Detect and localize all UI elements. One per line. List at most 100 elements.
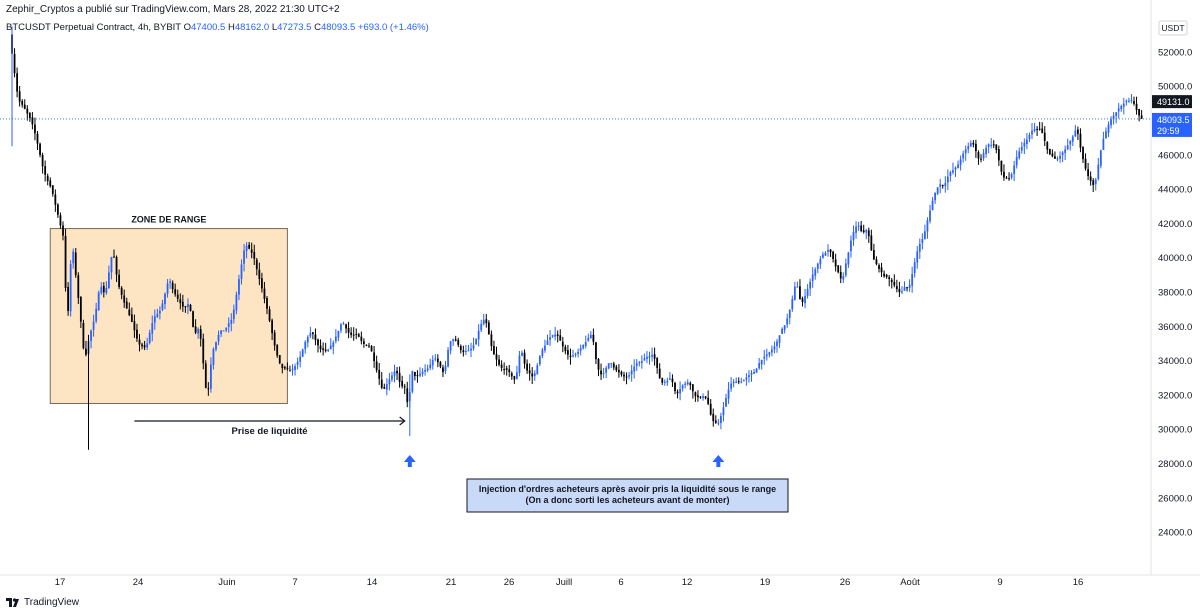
candle-body [855,226,857,233]
candle-body [921,239,924,244]
candle-body [684,383,687,386]
candle-body [95,308,98,322]
candle-body [419,373,421,376]
candle-body [1018,151,1021,158]
candle-body [235,294,238,311]
candle-body [1074,130,1077,137]
ohlc-legend: BTCUSDT Perpetual Contract, 4h, BYBIT O4… [6,22,429,33]
candle-body [1133,101,1135,104]
candle-body [36,133,39,144]
candle-body [865,229,868,233]
candle-body [801,298,804,302]
candle-body [187,303,189,308]
candle-body [781,328,783,334]
candle-body [640,361,643,363]
candle-body [245,245,248,251]
candle-body [365,344,368,346]
candle-body [322,348,324,350]
candle-body [324,349,327,352]
candle-body [28,113,31,118]
candle-body [819,258,822,265]
candle-body [717,422,720,424]
candle-body [646,356,648,359]
candle-body [286,367,289,370]
candle-body [791,298,794,310]
candle-body [363,341,365,344]
candle-body [722,407,725,416]
candle-body [181,301,184,307]
candle-body [658,368,661,379]
candle-body [666,380,669,383]
candle-body [1107,124,1110,133]
candle-body [319,345,322,350]
candle-body [248,244,251,249]
candle-body [600,370,602,375]
y-tick-label: 32000.0 [1158,390,1192,401]
x-tick-label: 26 [840,577,851,588]
candle-body [564,346,567,352]
candle-body [289,370,291,372]
candle-body [396,370,398,374]
candle-body [972,142,975,145]
candle-body [1059,155,1061,159]
candle-body [171,282,174,290]
close-value: 48093.5 [320,22,356,33]
candle-body [992,144,995,146]
candle-body [16,73,18,92]
candle-body [880,267,883,273]
candle-body [623,374,625,377]
candle-body [1112,115,1115,120]
candle-body [918,243,921,252]
candle-body [403,386,406,388]
candle-body [776,341,778,347]
candle-body [255,259,258,270]
candle-body [426,368,429,371]
candle-body [424,370,426,372]
candle-body [67,286,69,311]
candle-body [908,284,911,289]
candle-body [883,273,885,277]
candle-body [952,170,954,173]
candle-body [730,383,732,389]
candle-body [449,341,452,351]
x-tick-label: 26 [504,577,515,588]
candle-body [870,235,873,251]
candle-body [885,274,888,277]
candle-body [482,319,485,325]
candle-body [459,345,462,351]
candle-body [447,350,449,367]
candle-body [388,379,391,385]
candle-body [1102,138,1105,150]
candle-body [85,348,87,355]
candle-body [906,287,908,289]
y-tick-label: 52000.0 [1158,47,1192,58]
candle-body [411,371,414,392]
currency-badge[interactable] [1158,20,1188,36]
candle-body [18,91,21,102]
candle-body [495,354,498,360]
candle-body [995,144,998,150]
candle-body [368,345,370,347]
candle-body [941,185,944,187]
candle-body [709,403,712,415]
candle-body [82,322,85,349]
candle-body [350,332,353,335]
candle-body [222,330,225,332]
candle-body [809,281,812,289]
candle-body [398,372,401,382]
candle-body [457,339,460,345]
candle-body [612,363,615,368]
candle-body [217,334,220,342]
candle-body [814,269,817,276]
candle-body [238,279,240,295]
candle-body [304,341,307,350]
candle-body [903,286,906,291]
candle-body [931,200,934,211]
candle-body [1010,174,1013,178]
symbol-label: BTCUSDT Perpetual Contract, 4h, BYBIT [6,22,181,33]
tradingview-brand[interactable]: TradingView [6,597,79,608]
candle-body [176,294,179,299]
candle-body [13,53,16,74]
candle-body [1140,115,1143,119]
